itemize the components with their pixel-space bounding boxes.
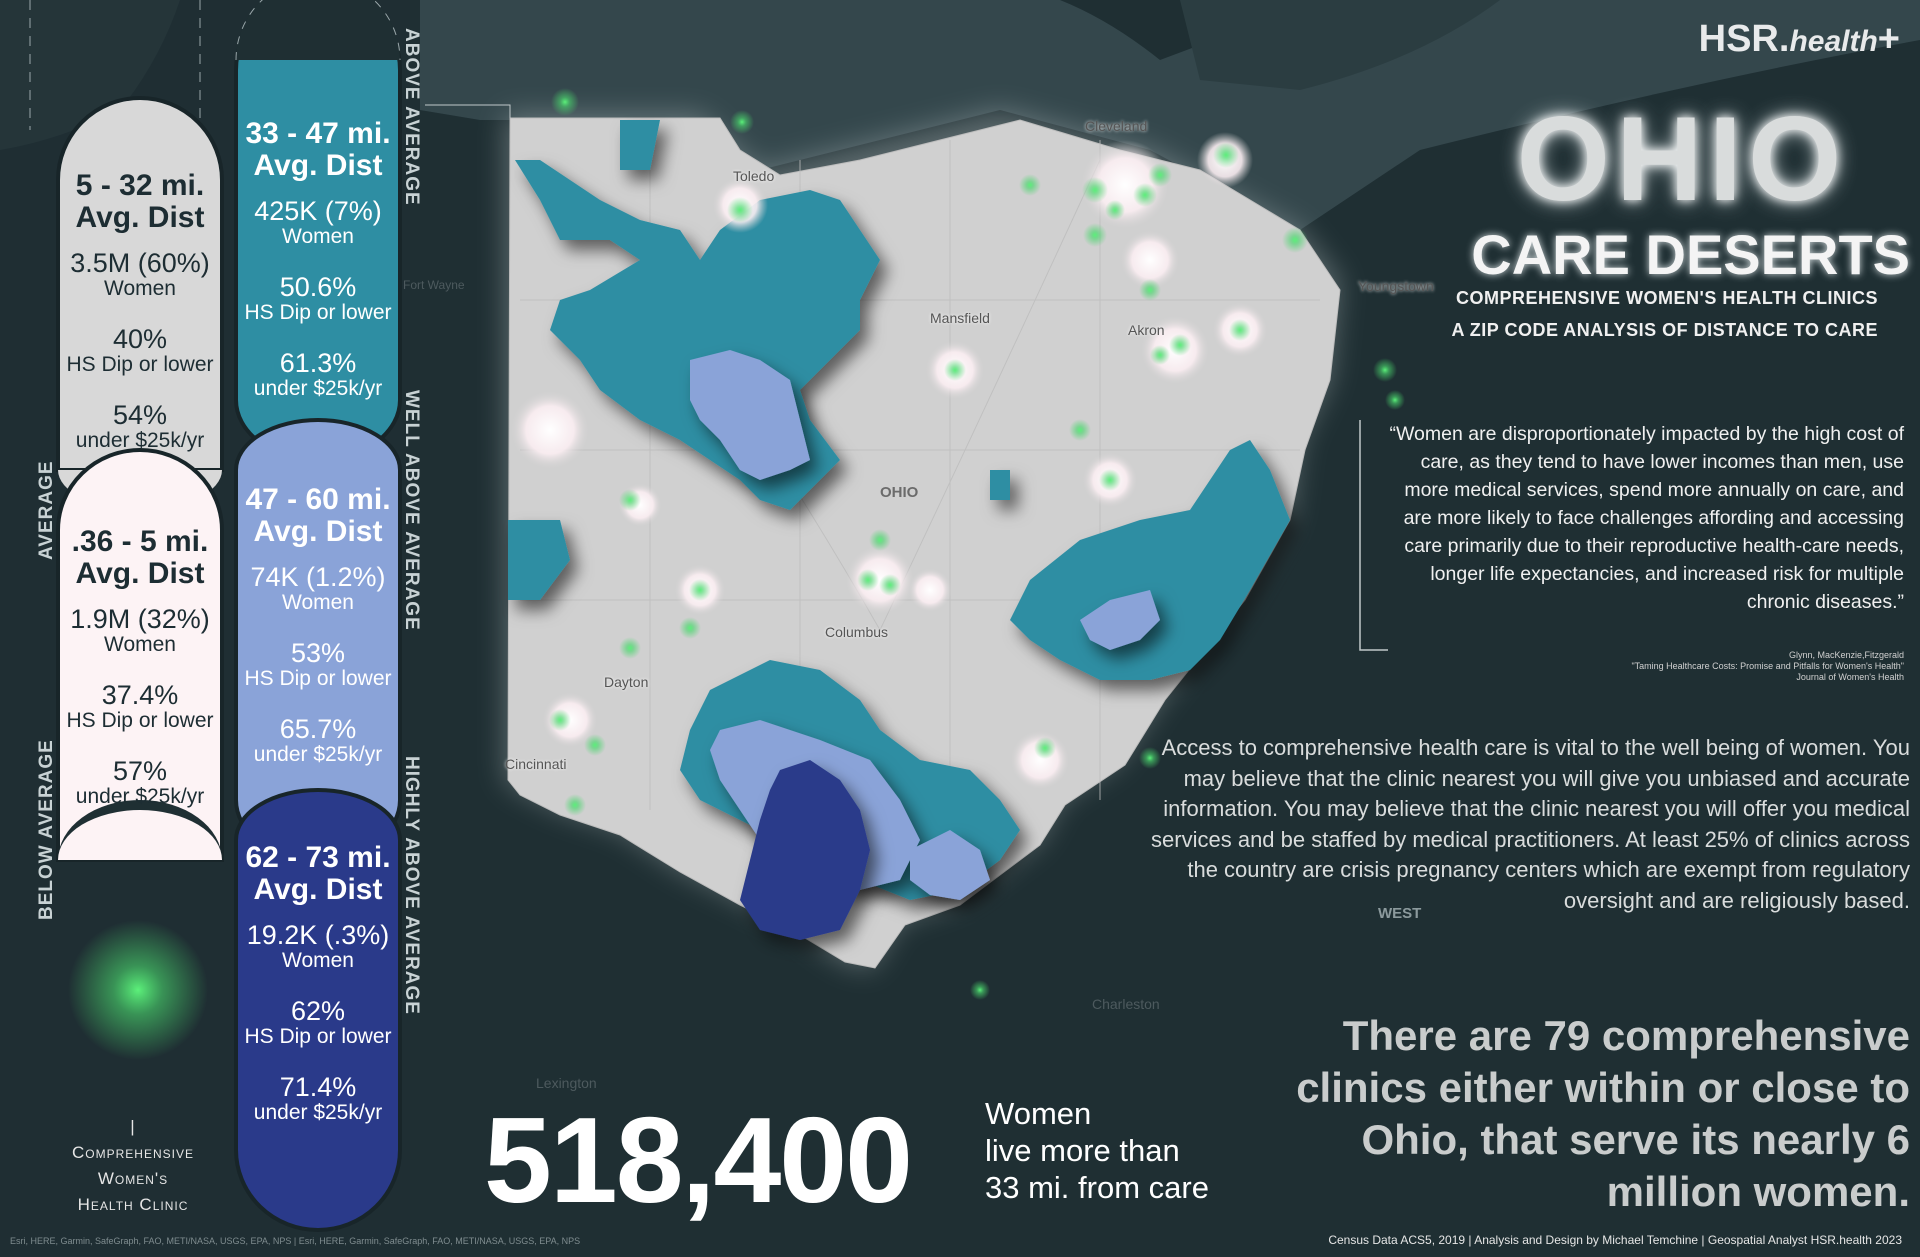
subtitle-2: A ZIP CODE ANALYSIS OF DISTANCE TO CARE (1451, 320, 1878, 340)
stat-line2: live more than (985, 1133, 1180, 1168)
label-highly-above-average: HIGHLY ABOVE AVERAGE (401, 756, 422, 1015)
city-columbus: Columbus (825, 624, 889, 640)
stat-number: 518,400 (484, 1092, 913, 1228)
tier-income-label: under $25k/yr (75, 785, 205, 808)
footer-credits: Census Data ACS5, 2019 | Analysis and De… (1328, 1233, 1902, 1247)
access-paragraph: Access to comprehensive health care is v… (1151, 735, 1910, 913)
tier-income: 54% (112, 400, 168, 430)
clinic-legend-glow (68, 920, 208, 1060)
tier-light: .36 - 5 mi. Avg. Dist 1.9M (32%) Women 3… (58, 526, 222, 808)
tier-women-label: Women (282, 591, 354, 614)
tier-income-label: under $25k/yr (253, 377, 383, 400)
brand-name: HSR. (1698, 18, 1790, 60)
tier-hs: 40% (112, 324, 168, 354)
citation-authors: Glynn, MacKenzie,Fitzgerald (1788, 650, 1904, 660)
tier-income: 61.3% (279, 348, 357, 378)
tier-dist: Avg. Dist (75, 557, 205, 590)
tier-dist: Avg. Dist (253, 515, 383, 548)
clinic-legend-line1: Comprehensive (72, 1143, 194, 1162)
label-below-average: BELOW AVERAGE (36, 739, 57, 920)
tier-income: 71.4% (279, 1072, 357, 1102)
tier-income-label: under $25k/yr (253, 743, 383, 766)
tier-income: 65.7% (279, 714, 357, 744)
city-charleston: Charleston (1092, 996, 1160, 1012)
tier-dist: Avg. Dist (75, 201, 205, 234)
tier-women-label: Women (104, 277, 176, 300)
tier-navy: 62 - 73 mi. Avg. Dist 19.2K (.3%) Women … (236, 842, 400, 1124)
city-mansfield: Mansfield (930, 310, 990, 326)
tier-hs: 37.4% (101, 680, 179, 710)
tier-dist: Avg. Dist (253, 873, 383, 906)
tier-income-label: under $25k/yr (253, 1101, 383, 1124)
stat-line3: 33 mi. from care (985, 1170, 1209, 1205)
tier-hs-label: HS Dip or lower (244, 301, 392, 324)
tier-lavender: 47 - 60 mi. Avg. Dist 74K (1.2%) Women 5… (236, 484, 400, 766)
brand-suffix: health (1789, 25, 1878, 58)
tier-range: 5 - 32 mi. (75, 169, 205, 202)
clinic-legend-line3: Health Clinic (77, 1195, 189, 1214)
city-fort-wayne: Fort Wayne (403, 278, 465, 292)
tier-dist: Avg. Dist (253, 149, 383, 182)
title-state: OHIO (1516, 92, 1848, 226)
city-akron: Akron (1128, 322, 1165, 338)
state-label-ohio: OHIO (880, 484, 919, 501)
city-youngstown: Youngstown (1358, 278, 1434, 294)
tier-women: 425K (7%) (254, 196, 382, 226)
pill-light (56, 448, 224, 862)
tier-women: 74K (1.2%) (250, 562, 386, 592)
tier-women: 19.2K (.3%) (246, 920, 390, 950)
state-label-west: WEST (1378, 905, 1422, 922)
title-heading: CARE DESERTS (1471, 223, 1910, 286)
tier-hs-label: HS Dip or lower (66, 709, 214, 732)
map-attribution: Esri, HERE, Garmin, SafeGraph, FAO, METI… (10, 1236, 581, 1246)
clinic-legend: | Comprehensive Women's Health Clinic (38, 1114, 228, 1218)
brand-logo: HSR.health+ (1699, 18, 1900, 61)
tier-hs: 62% (290, 996, 346, 1026)
tier-gray: 5 - 32 mi. Avg. Dist 3.5M (60%) Women 40… (58, 170, 222, 452)
tier-range: 47 - 60 mi. (245, 483, 391, 516)
city-dayton: Dayton (604, 674, 649, 690)
tier-income-label: under $25k/yr (75, 429, 205, 452)
tier-women-label: Women (104, 633, 176, 656)
stat-note: Women live more than 33 mi. from care (985, 1095, 1209, 1206)
label-above-average: ABOVE AVERAGE (401, 28, 422, 206)
tier-range: 33 - 47 mi. (245, 117, 391, 150)
city-toledo: Toledo (733, 168, 775, 184)
tier-women: 3.5M (60%) (70, 248, 210, 278)
tier-teal: 33 - 47 mi. Avg. Dist 425K (7%) Women 50… (236, 118, 400, 400)
tier-hs-label: HS Dip or lower (244, 667, 392, 690)
citation-journal: Journal of Women's Health (1796, 672, 1904, 682)
clinic-legend-line2: Women's (97, 1169, 169, 1188)
label-well-above-average: WELL ABOVE AVERAGE (401, 390, 422, 631)
label-average: AVERAGE (36, 460, 57, 560)
tier-income: 57% (112, 756, 168, 786)
plus-icon: + (1877, 18, 1900, 60)
quote-citation: Glynn, MacKenzie,Fitzgerald "Taming Heal… (1631, 650, 1904, 683)
city-cleveland: Cleveland (1085, 118, 1148, 134)
city-cincinnati: Cincinnati (505, 756, 567, 772)
stat-line1: Women (985, 1096, 1092, 1131)
tier-women: 1.9M (32%) (70, 604, 210, 634)
tier-hs-label: HS Dip or lower (244, 1025, 392, 1048)
tier-hs: 53% (290, 638, 346, 668)
tier-women-label: Women (282, 225, 354, 248)
pill-gray (56, 96, 224, 472)
city-lexington: Lexington (536, 1075, 597, 1091)
citation-title: "Taming Healthcare Costs: Promise and Pi… (1631, 661, 1904, 671)
quote-text: “Women are disproportionately impacted b… (1389, 423, 1905, 613)
pill-navy (234, 788, 402, 1232)
clinics-note: There are 79 comprehensive clinics eithe… (1296, 1012, 1910, 1215)
clinic-legend-marker: | (130, 1117, 136, 1136)
subtitle-1: COMPREHENSIVE WOMEN'S HEALTH CLINICS (1456, 288, 1878, 308)
tier-women-label: Women (282, 949, 354, 972)
tier-range: .36 - 5 mi. (71, 525, 209, 558)
tier-range: 62 - 73 mi. (245, 841, 391, 874)
tier-hs-label: HS Dip or lower (66, 353, 214, 376)
tier-hs: 50.6% (279, 272, 357, 302)
